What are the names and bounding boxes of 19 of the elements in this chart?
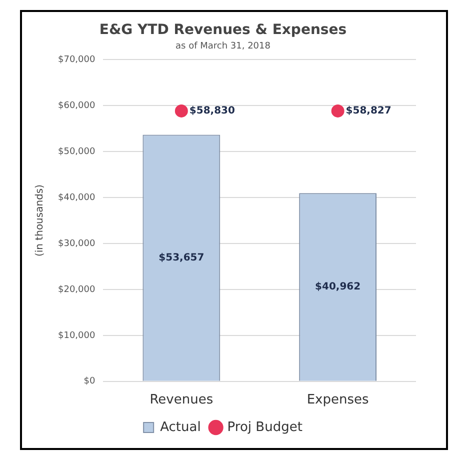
y-axis-title: (in thousands) — [34, 184, 46, 257]
y-tick-label: $10,000 — [58, 330, 96, 341]
data-label: $40,962 — [315, 282, 361, 293]
y-tick-label: $50,000 — [58, 146, 96, 157]
legend-label: Proj Budget — [227, 420, 302, 435]
legend-label: Actual — [160, 420, 201, 435]
chart-subtitle: as of March 31, 2018 — [176, 42, 271, 52]
y-tick-label: $70,000 — [58, 54, 96, 65]
data-label: $58,827 — [346, 106, 392, 117]
y-tick-label: $0 — [84, 376, 96, 387]
data-label: $58,830 — [189, 106, 235, 117]
data-label: $53,657 — [158, 252, 204, 264]
y-tick-label: $60,000 — [58, 100, 96, 111]
x-tick-label: Expenses — [306, 392, 369, 408]
y-tick-label: $20,000 — [58, 284, 96, 295]
x-tick-label: Revenues — [150, 392, 214, 408]
chart-title: E&G YTD Revenues & Expenses — [99, 22, 347, 38]
y-tick-label: $30,000 — [58, 238, 96, 249]
y-tick-label: $40,000 — [58, 192, 96, 203]
